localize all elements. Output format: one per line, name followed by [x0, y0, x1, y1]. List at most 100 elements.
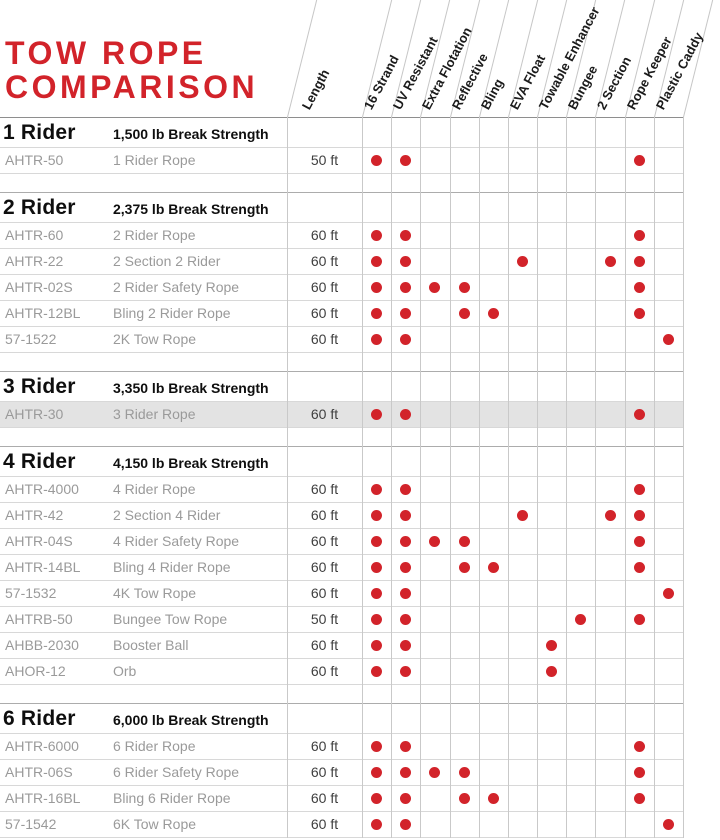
section-break-strength: 4,150 lb Break Strength: [113, 455, 269, 471]
length-value: 60 ft: [310, 738, 339, 754]
product-row-ahtr-12bl: AHTR-12BL Bling 2 Rider Rope 60 ft: [0, 301, 683, 327]
feature-dot-16-strand: [371, 282, 383, 293]
section-title: 1 Rider: [3, 121, 76, 144]
feature-dot-16-strand: [371, 536, 383, 547]
section-header-row-4-rider: 4 Rider 4,150 lb Break Strength: [0, 447, 683, 477]
feature-dot-reflective: [458, 767, 470, 778]
product-description: Bling 4 Rider Rope: [113, 559, 231, 575]
feature-dot-uv-resistant: [400, 510, 412, 521]
page-title: TOW ROPE COMPARISON: [5, 36, 258, 104]
feature-dot-reflective: [458, 536, 470, 547]
product-row-ahtr-60: AHTR-60 2 Rider Rope 60 ft: [0, 223, 683, 249]
feature-dot-rope-keeper: [633, 510, 645, 521]
length-value: 60 ft: [310, 816, 339, 832]
length-value: 60 ft: [310, 279, 339, 295]
section-gap: [0, 428, 683, 447]
product-description: 4 Rider Safety Rope: [113, 533, 240, 549]
grid-vertical-line: [537, 117, 539, 838]
product-row-ahtr-04s: AHTR-04S 4 Rider Safety Rope 60 ft: [0, 529, 683, 555]
product-code: AHTR-6000: [5, 738, 79, 754]
feature-dot-16-strand: [371, 666, 383, 677]
product-row-ahor-12: AHOR-12 Orb 60 ft: [0, 659, 683, 685]
product-row-ahtr-50: AHTR-50 1 Rider Rope 50 ft: [0, 148, 683, 174]
grid-vertical-line: [595, 117, 597, 838]
feature-dot-plastic-caddy: [662, 334, 674, 345]
product-row-ahtr-14bl: AHTR-14BL Bling 4 Rider Rope 60 ft: [0, 555, 683, 581]
feature-dot-uv-resistant: [400, 282, 412, 293]
column-header-bling: Bling: [477, 76, 506, 112]
length-value: 60 ft: [310, 331, 339, 347]
section-header-row-3-rider: 3 Rider 3,350 lb Break Strength: [0, 372, 683, 402]
product-code: 57-1542: [5, 816, 57, 832]
length-value: 60 ft: [310, 559, 339, 575]
feature-dot-uv-resistant: [400, 155, 412, 166]
section-title: 6 Rider: [3, 707, 76, 730]
length-value: 60 ft: [310, 406, 339, 422]
grid-vertical-line: [683, 117, 684, 838]
feature-dot-bungee: [575, 614, 587, 625]
feature-dot-16-strand: [371, 484, 383, 495]
product-code: AHTR-04S: [5, 533, 73, 549]
feature-dot-16-strand: [371, 588, 383, 599]
feature-dot-rope-keeper: [633, 793, 645, 804]
feature-dot-uv-resistant: [400, 741, 412, 752]
feature-dot-16-strand: [371, 230, 383, 241]
feature-dot-16-strand: [371, 767, 383, 778]
product-row-ahtr-16bl: AHTR-16BL Bling 6 Rider Rope 60 ft: [0, 786, 683, 812]
product-row-ahtr-4000: AHTR-4000 4 Rider Rope 60 ft: [0, 477, 683, 503]
length-value: 60 ft: [310, 305, 339, 321]
feature-dot-rope-keeper: [633, 614, 645, 625]
product-code: AHTR-16BL: [5, 790, 81, 806]
feature-dot-bling: [487, 793, 499, 804]
section-header-row-1-rider: 1 Rider 1,500 lb Break Strength: [0, 118, 683, 148]
feature-dot-bling: [487, 562, 499, 573]
feature-dot-16-strand: [371, 614, 383, 625]
feature-dot-uv-resistant: [400, 793, 412, 804]
product-code: AHBB-2030: [5, 637, 79, 653]
section-header-row-6-rider: 6 Rider 6,000 lb Break Strength: [0, 704, 683, 734]
length-value: 60 ft: [310, 764, 339, 780]
grid-vertical-line: [420, 117, 422, 838]
feature-dot-rope-keeper: [633, 409, 645, 420]
grid-vertical-line: [362, 117, 363, 838]
grid-vertical-line: [478, 117, 480, 838]
feature-dot-16-strand: [371, 409, 383, 420]
product-code: AHOR-12: [5, 663, 66, 679]
grid-vertical-line: [391, 117, 393, 838]
feature-dot-reflective: [458, 308, 470, 319]
table-body: 1 Rider 1,500 lb Break Strength AHTR-50 1 R…: [0, 117, 683, 838]
product-code: 57-1522: [5, 331, 57, 347]
column-header-length: Length: [298, 66, 333, 112]
length-value: 60 ft: [310, 663, 339, 679]
product-row-ahtrb-50: AHTRB-50 Bungee Tow Rope 50 ft: [0, 607, 683, 633]
feature-dot-2-section: [604, 256, 616, 267]
feature-dot-16-strand: [371, 562, 383, 573]
product-description: 4K Tow Rope: [113, 585, 197, 601]
product-description: Bungee Tow Rope: [113, 611, 228, 627]
feature-dot-uv-resistant: [400, 562, 412, 573]
feature-dot-uv-resistant: [400, 484, 412, 495]
product-code: AHTR-14BL: [5, 559, 81, 575]
grid-vertical-line: [287, 117, 288, 838]
grid-vertical-line: [566, 117, 568, 838]
product-row-57-1542: 57-1542 6K Tow Rope 60 ft: [0, 812, 683, 838]
product-description: Bling 2 Rider Rope: [113, 305, 231, 321]
feature-dot-uv-resistant: [400, 308, 412, 319]
product-row-ahtr-6000: AHTR-6000 6 Rider Rope 60 ft: [0, 734, 683, 760]
feature-dot-uv-resistant: [400, 767, 412, 778]
feature-dot-uv-resistant: [400, 588, 412, 599]
grid-vertical-line: [449, 117, 451, 838]
product-description: 4 Rider Rope: [113, 481, 196, 497]
product-code: AHTR-50: [5, 152, 64, 168]
length-value: 60 ft: [310, 533, 339, 549]
section-break-strength: 6,000 lb Break Strength: [113, 712, 269, 728]
feature-dot-16-strand: [371, 155, 383, 166]
grid-vertical-line: [624, 117, 626, 838]
product-description: 1 Rider Rope: [113, 152, 196, 168]
feature-dot-extra-flotation: [429, 767, 441, 778]
feature-dot-plastic-caddy: [662, 819, 674, 830]
feature-dot-towable-enhancer: [546, 640, 558, 651]
product-description: 2 Section 4 Rider: [113, 507, 221, 523]
